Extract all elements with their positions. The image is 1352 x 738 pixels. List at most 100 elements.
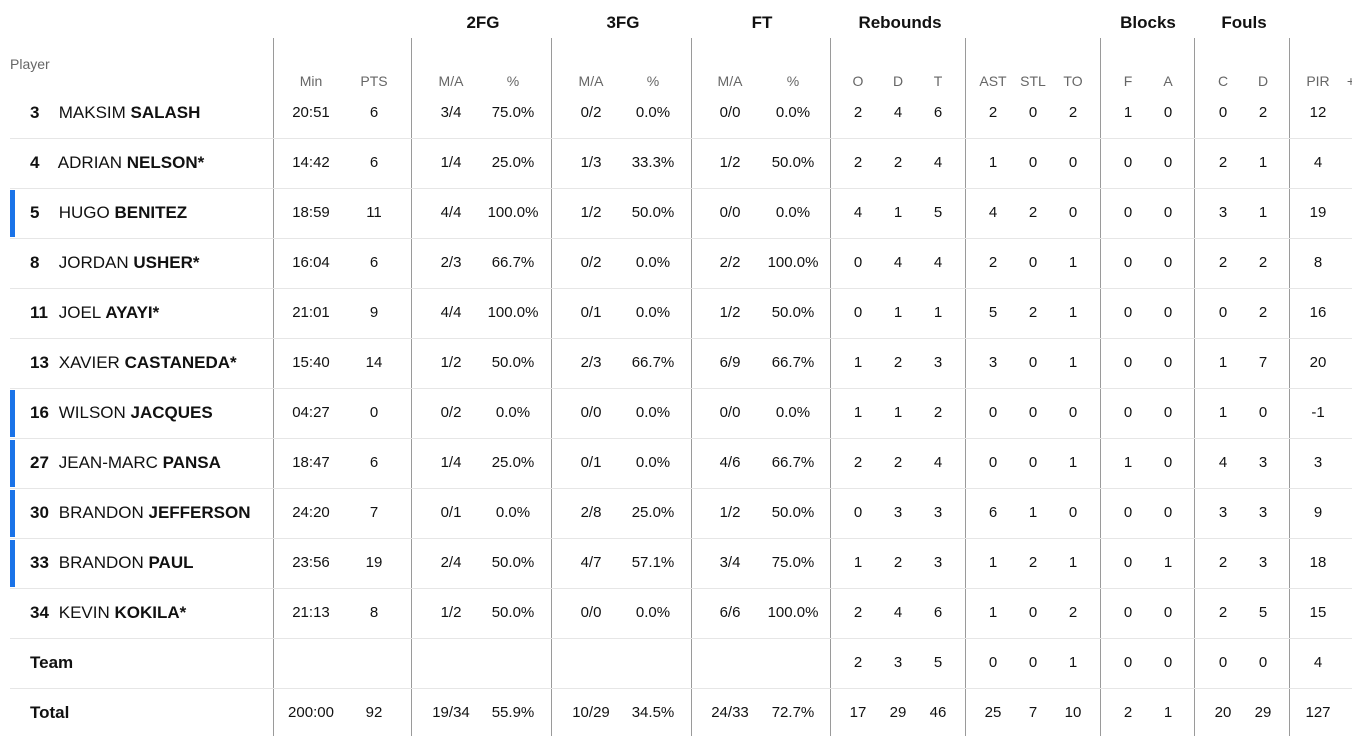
cell-reb-t: 6 (933, 104, 943, 121)
cell-stl: 2 (1028, 304, 1038, 321)
col-header-pts[interactable]: PTS (360, 73, 388, 89)
cell-foul-c: 2 (1218, 554, 1228, 571)
cell-pts: 0 (369, 404, 379, 421)
cell-fg2-ma: 2/3 (440, 254, 462, 271)
col-header-stl[interactable]: STL (1020, 73, 1046, 89)
cell-fg3-pct: 0.0% (635, 454, 671, 471)
cell-foul-d: 7 (1258, 354, 1268, 371)
cell-ast: 4 (988, 204, 998, 221)
cell-blk-f: 0 (1123, 254, 1133, 271)
col-header-foul-d[interactable]: D (1257, 73, 1269, 89)
player-name[interactable]: 33 BRANDON PAUL (30, 538, 194, 588)
cell-blk-a: 0 (1163, 504, 1173, 521)
more-columns-indicator[interactable]: + (1346, 73, 1352, 89)
player-name[interactable]: 5 HUGO BENITEZ (30, 188, 187, 238)
cell-to: 1 (1068, 254, 1078, 271)
col-header-min[interactable]: Min (299, 73, 323, 89)
col-header-foul-c[interactable]: C (1217, 73, 1229, 89)
cell-reb-t: 4 (933, 454, 943, 471)
cell-blk-a: 0 (1163, 654, 1173, 671)
player-last-name: SALASH (130, 103, 201, 122)
player-first-name: MAKSIM (58, 103, 126, 122)
player-name[interactable]: 13 XAVIER CASTANEDA* (30, 338, 237, 388)
cell-reb-o: 0 (853, 254, 863, 271)
col-header-to[interactable]: TO (1063, 73, 1083, 89)
cell-fg2-pct: 100.0% (487, 204, 539, 221)
cell-to: 2 (1068, 604, 1078, 621)
cell-ast: 0 (988, 404, 998, 421)
col-header-pir[interactable]: PIR (1306, 73, 1330, 89)
col-header-ast[interactable]: AST (979, 73, 1007, 89)
cell-to: 1 (1068, 554, 1078, 571)
cell-ft-pct: 50.0% (771, 304, 815, 321)
cell-to: 1 (1068, 654, 1078, 671)
player-highlight-bar (10, 540, 15, 587)
col-header-reb-t[interactable]: T (933, 73, 943, 89)
player-first-name: BRANDON (58, 553, 144, 572)
cell-ft-ma: 4/6 (719, 454, 741, 471)
player-name[interactable]: 30 BRANDON JEFFERSON (30, 488, 251, 538)
col-header-fg2-pct[interactable]: % (506, 73, 520, 89)
player-name[interactable]: 8 JORDAN USHER* (30, 238, 200, 288)
cell-blk-a: 0 (1163, 604, 1173, 621)
cell-pts: 6 (369, 154, 379, 171)
cell-ft-ma: 1/2 (719, 504, 741, 521)
cell-stl: 0 (1028, 154, 1038, 171)
cell-blk-a: 0 (1163, 104, 1173, 121)
col-header-ft-ma[interactable]: M/A (717, 73, 743, 89)
cell-fg3-ma: 0/1 (580, 454, 602, 471)
col-header-fg3-ma[interactable]: M/A (578, 73, 604, 89)
player-last-name: JEFFERSON (148, 503, 251, 522)
cell-min: 14:42 (292, 154, 330, 171)
cell-fg3-ma: 0/2 (580, 104, 602, 121)
cell-to: 0 (1068, 204, 1078, 221)
cell-blk-f: 2 (1123, 704, 1133, 721)
cell-stl: 2 (1028, 204, 1038, 221)
cell-fg2-pct: 100.0% (487, 304, 539, 321)
player-name[interactable]: 34 KEVIN KOKILA* (30, 588, 186, 638)
cell-stl: 0 (1028, 454, 1038, 471)
cell-ft-ma: 24/33 (711, 704, 749, 721)
cell-foul-c: 1 (1218, 354, 1228, 371)
col-header-blk-f[interactable]: F (1123, 73, 1133, 89)
cell-blk-f: 0 (1123, 404, 1133, 421)
player-last-name: PAUL (148, 553, 194, 572)
cell-foul-d: 2 (1258, 254, 1268, 271)
cell-reb-t: 3 (933, 554, 943, 571)
col-header-fg3-pct[interactable]: % (646, 73, 660, 89)
cell-to: 0 (1068, 404, 1078, 421)
cell-fg3-ma: 0/0 (580, 404, 602, 421)
player-name[interactable]: 3 MAKSIM SALASH (30, 88, 200, 138)
player-name[interactable]: 11 JOEL AYAYI* (30, 288, 159, 338)
player-number: 30 (30, 503, 49, 522)
player-name[interactable]: 16 WILSON JACQUES (30, 388, 213, 438)
cell-fg3-ma: 2/8 (580, 504, 602, 521)
cell-blk-f: 0 (1123, 154, 1133, 171)
cell-pir: 20 (1309, 354, 1327, 371)
player-name[interactable]: 4 ADRIAN NELSON* (30, 138, 204, 188)
cell-fg2-pct: 75.0% (491, 104, 535, 121)
cell-ft-pct: 0.0% (775, 104, 811, 121)
cell-fg3-ma: 0/1 (580, 304, 602, 321)
col-header-ft-pct[interactable]: % (786, 73, 800, 89)
player-last-name: BENITEZ (114, 203, 188, 222)
col-header-fg2-ma[interactable]: M/A (438, 73, 464, 89)
cell-foul-d: 0 (1258, 404, 1268, 421)
cell-ft-pct: 66.7% (771, 454, 815, 471)
col-header-reb-d[interactable]: D (892, 73, 904, 89)
cell-fg2-ma: 3/4 (440, 104, 462, 121)
cell-ft-ma: 2/2 (719, 254, 741, 271)
col-header-blk-a[interactable]: A (1163, 73, 1173, 89)
cell-ft-pct: 75.0% (771, 554, 815, 571)
cell-reb-d: 3 (893, 654, 903, 671)
column-divider (1289, 38, 1290, 736)
cell-foul-c: 2 (1218, 604, 1228, 621)
col-header-reb-o[interactable]: O (852, 73, 864, 89)
cell-fg3-ma: 0/2 (580, 254, 602, 271)
cell-pts: 14 (365, 354, 383, 371)
cell-reb-d: 4 (893, 254, 903, 271)
cell-to: 1 (1068, 454, 1078, 471)
cell-pir: 12 (1309, 104, 1327, 121)
player-number: 27 (30, 453, 49, 472)
player-name[interactable]: 27 JEAN-MARC PANSA (30, 438, 221, 488)
